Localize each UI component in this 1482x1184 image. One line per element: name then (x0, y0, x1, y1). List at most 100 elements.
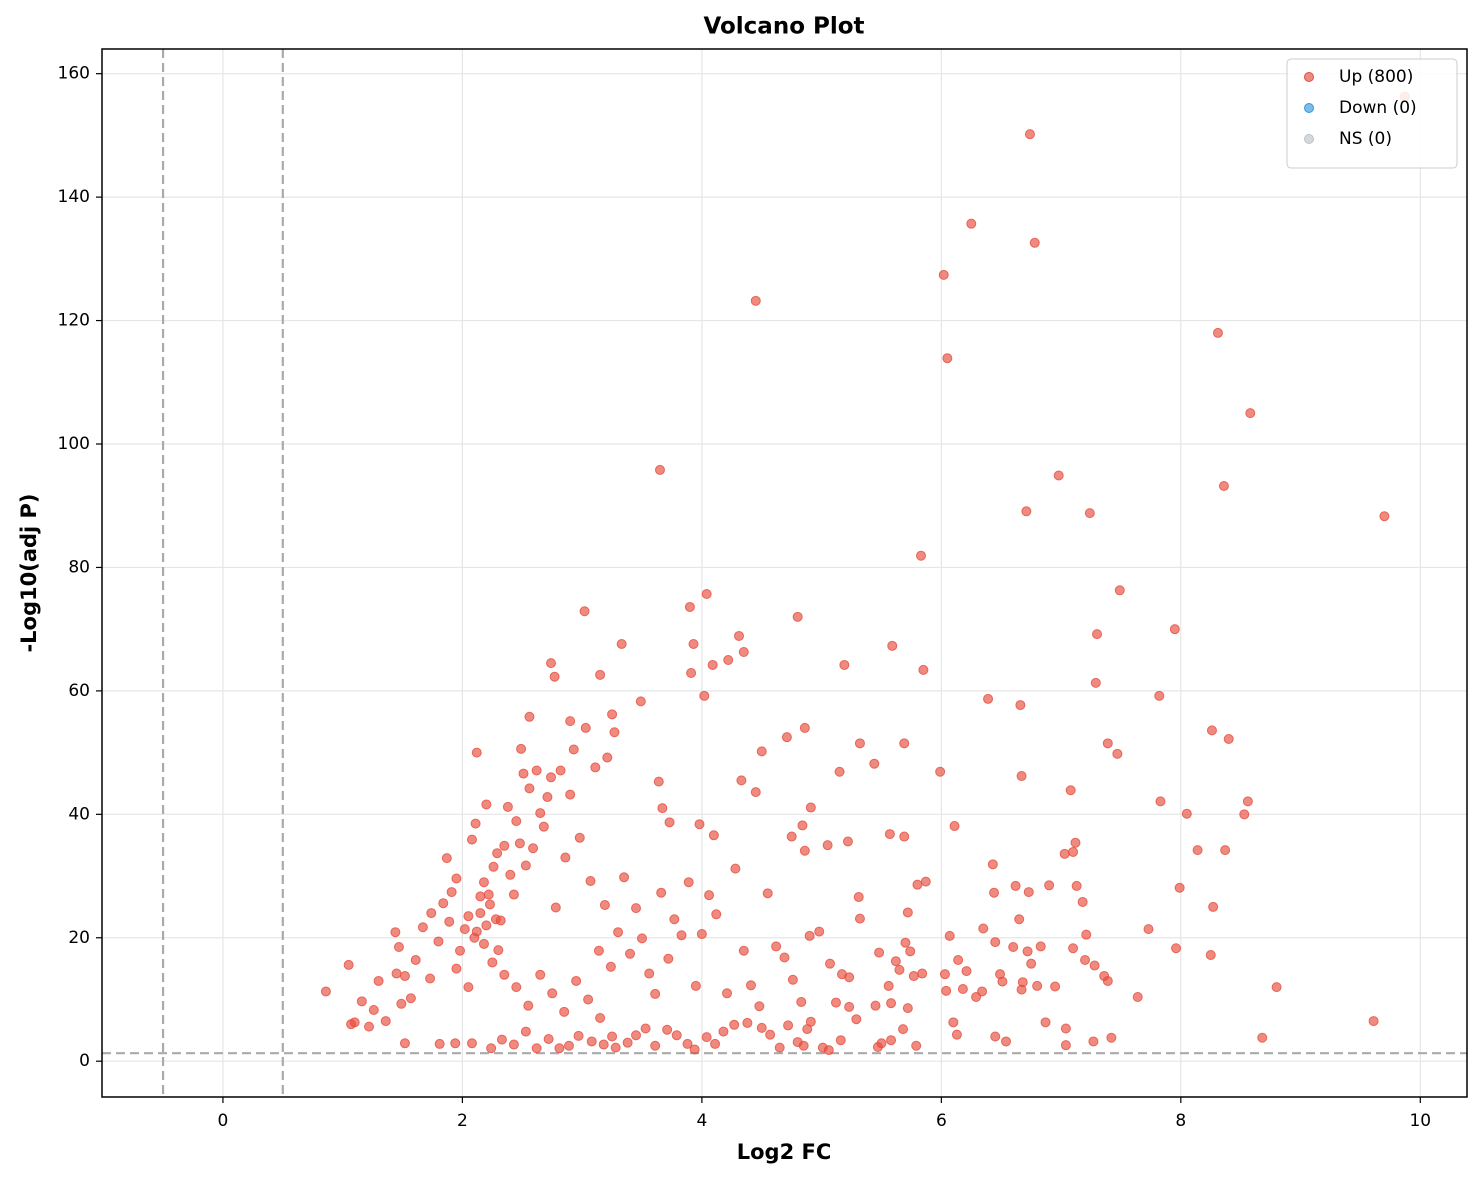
point (616, 638, 627, 649)
x-tick-label: 2 (457, 1111, 468, 1131)
point (836, 969, 847, 980)
point (704, 890, 715, 901)
x-tick-label: 6 (936, 1111, 947, 1131)
point (688, 638, 699, 649)
x-tick-label: 4 (696, 1111, 707, 1131)
point (941, 985, 952, 996)
point (481, 799, 492, 810)
point (656, 887, 667, 898)
point (1379, 511, 1390, 522)
point (671, 1030, 682, 1041)
point (853, 892, 864, 903)
point (650, 1040, 661, 1051)
point (953, 954, 964, 965)
point (320, 986, 331, 997)
point (1208, 901, 1219, 912)
point (488, 861, 499, 872)
point (690, 980, 701, 991)
point (487, 957, 498, 968)
point (916, 550, 926, 561)
point (1044, 880, 1055, 891)
point (499, 840, 510, 851)
point (496, 1034, 507, 1045)
point (1060, 1040, 1071, 1051)
point (1035, 941, 1046, 952)
point (869, 758, 880, 769)
point (774, 1042, 785, 1053)
point (723, 655, 734, 666)
y-tick-label: 100 (58, 434, 90, 454)
point (905, 946, 916, 957)
point (997, 976, 1008, 987)
point (1132, 992, 1143, 1003)
point (872, 1042, 883, 1053)
point (708, 830, 719, 841)
point (451, 873, 462, 884)
point (417, 922, 428, 933)
point (1114, 585, 1125, 596)
point (528, 843, 539, 854)
point (1212, 327, 1223, 338)
point (1088, 1036, 1099, 1047)
x-tick-label: 8 (1175, 1111, 1186, 1131)
point (598, 1039, 609, 1050)
point (605, 961, 616, 972)
point (356, 996, 367, 1007)
point (380, 1016, 391, 1027)
point (825, 958, 835, 969)
point (1065, 785, 1076, 796)
point (590, 762, 601, 773)
point (1102, 738, 1113, 749)
point (547, 988, 558, 999)
point (586, 1036, 597, 1047)
point (625, 948, 636, 959)
point (571, 975, 582, 986)
point (814, 926, 825, 937)
y-tick-label: 60 (68, 681, 90, 701)
point (1016, 984, 1027, 995)
point (542, 792, 553, 803)
point (1112, 748, 1123, 759)
point (730, 863, 741, 874)
point (949, 821, 960, 832)
point (939, 969, 950, 980)
point (343, 959, 354, 970)
point (580, 722, 591, 733)
x-tick-label: 0 (218, 1111, 229, 1131)
point (1029, 237, 1040, 248)
point (797, 820, 808, 831)
point (676, 930, 687, 941)
point (682, 1038, 693, 1049)
point (579, 606, 590, 617)
point (957, 983, 968, 994)
point (839, 659, 850, 670)
point (607, 709, 618, 720)
point (1206, 725, 1217, 736)
point (711, 909, 722, 920)
point (1022, 946, 1033, 957)
point (1050, 981, 1061, 992)
point (399, 1038, 410, 1049)
point (787, 974, 798, 985)
point (669, 914, 680, 925)
point (1205, 950, 1216, 961)
point (1071, 880, 1082, 891)
point (1053, 470, 1064, 481)
point (917, 968, 928, 979)
point (900, 937, 911, 948)
point (549, 671, 560, 682)
point (1008, 942, 1019, 953)
legend-marker (1304, 72, 1314, 82)
point (531, 765, 542, 776)
point (718, 1026, 729, 1037)
point (834, 766, 845, 777)
point (990, 1031, 1001, 1042)
point (516, 743, 527, 754)
point (938, 269, 949, 280)
point (550, 902, 561, 913)
point (1218, 480, 1229, 491)
point (490, 914, 501, 925)
point (1077, 896, 1088, 907)
point (786, 831, 797, 842)
point (944, 930, 955, 941)
